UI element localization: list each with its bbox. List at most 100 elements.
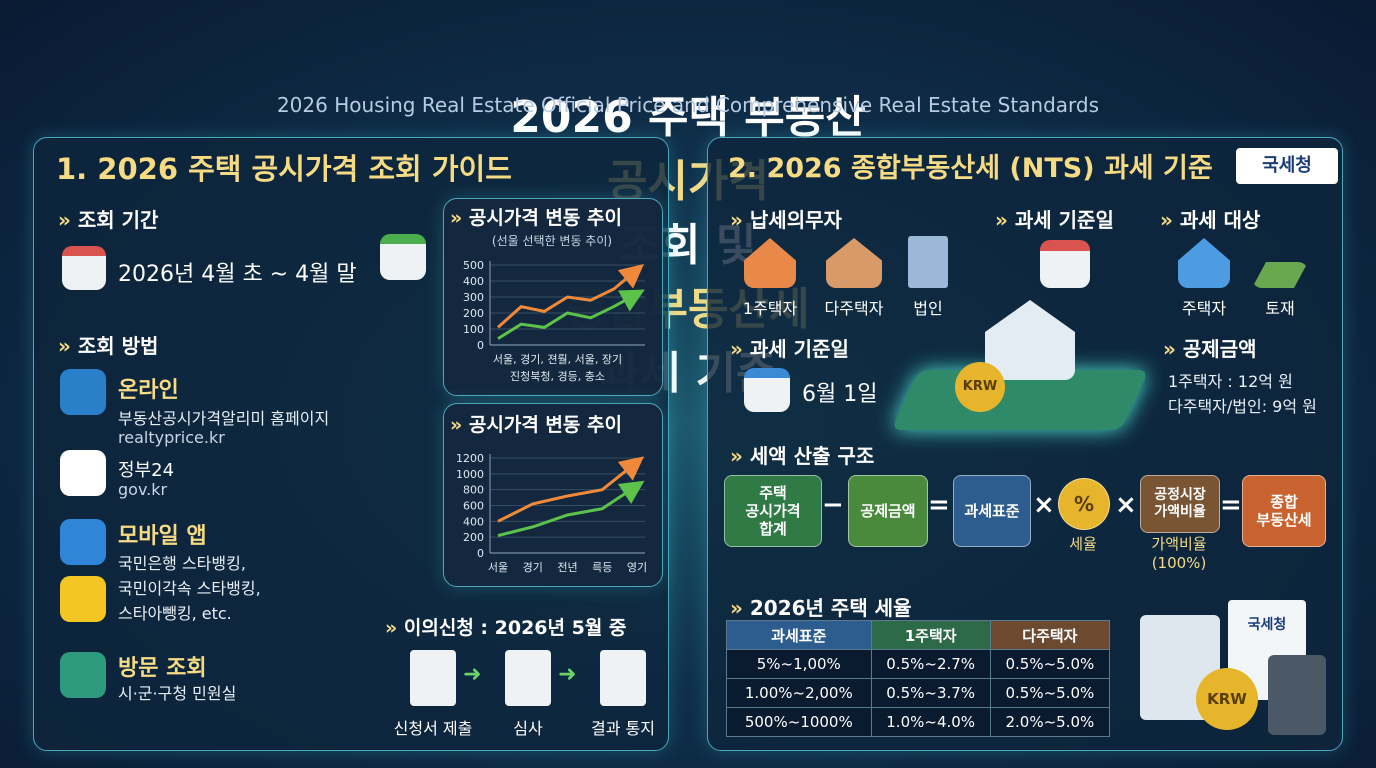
series-line bbox=[496, 264, 644, 329]
header-cell: 1주택자 bbox=[870, 620, 991, 650]
x-label: 진청북청, 경등, 충소 bbox=[510, 370, 605, 383]
cell: 0.5%~2.7% bbox=[870, 649, 991, 679]
right-heading: 2. 2026 종합부동산세 (NTS) 과세 기준 bbox=[728, 153, 1213, 184]
building-icon bbox=[908, 236, 948, 288]
rate-table: 과세표준 1주택자 다주택자 5%~1,00% 0.5%~2.7% 0.5%~5.0… bbox=[726, 620, 1111, 737]
arrow: ➜ bbox=[558, 662, 577, 687]
target-label: 과세 대상 bbox=[1160, 204, 1261, 233]
bank-icon bbox=[60, 576, 106, 622]
x-label: 서울, 경기, 젼뤌, 서울, 장기 bbox=[493, 353, 622, 366]
target: 주택자 bbox=[1181, 299, 1227, 318]
chart-title: » 공시가격 변동 추이 bbox=[450, 414, 622, 436]
chart-subtitle: (선울 선택한 변동 추이) bbox=[491, 234, 613, 248]
deduction-label: 공제금액 bbox=[1163, 333, 1257, 362]
deduction: 1주택자 : 12억 원 bbox=[1168, 372, 1293, 391]
formula-box: 공제금액 bbox=[848, 475, 928, 547]
base-date-label: 과세 기준일 bbox=[730, 333, 849, 362]
house-icon bbox=[60, 652, 106, 698]
operator: = bbox=[1220, 490, 1242, 520]
formula-box: 주택 공시가격 합계 bbox=[724, 475, 822, 547]
rates-label: 2026년 주택 세율 bbox=[730, 592, 912, 621]
formula-box: 종합 부동산세 bbox=[1242, 475, 1326, 547]
row: 500%~1000% 1.0%~4.0% 2.0%~5.0% bbox=[726, 707, 1111, 737]
y-tick-label: 300 bbox=[463, 291, 484, 304]
method-line: realtyprice.kr bbox=[118, 428, 225, 447]
y-tick-label: 600 bbox=[463, 500, 484, 513]
cell: 2.0%~5.0% bbox=[989, 707, 1111, 737]
taxpayer: 법인 bbox=[913, 299, 943, 318]
cell: 0.5%~5.0% bbox=[989, 649, 1111, 679]
calendar-icon bbox=[62, 246, 106, 290]
globe-icon bbox=[60, 369, 106, 415]
series-line bbox=[497, 289, 645, 340]
formula-box: 공정시장 가액비율 bbox=[1140, 475, 1220, 533]
cell: 0.5%~3.7% bbox=[870, 678, 991, 708]
method-title: 온라인 bbox=[118, 378, 179, 403]
operator: = bbox=[928, 490, 950, 520]
doc-icon bbox=[410, 650, 456, 706]
x-tick-label: 영기 bbox=[627, 561, 647, 574]
gov24-icon bbox=[60, 450, 106, 496]
calculator bbox=[1268, 655, 1326, 735]
appeal-label: » 이의신청 : 2026년 5월 중 bbox=[385, 617, 627, 639]
formula-box: % bbox=[1058, 478, 1110, 530]
method-line: 부동산공시가격알리미 홈페이지 bbox=[118, 409, 330, 428]
y-tick-label: 800 bbox=[463, 484, 484, 497]
operator: − bbox=[822, 490, 844, 520]
method-line: gov.kr bbox=[118, 480, 168, 499]
y-tick-label: 1000 bbox=[456, 468, 484, 481]
x-tick-label: 전년 bbox=[557, 561, 577, 574]
period-label: 조회 기간 bbox=[58, 204, 159, 233]
taxpayer: 1주택자 bbox=[742, 299, 798, 318]
base-date: 6월 1일 bbox=[802, 382, 878, 407]
formula-label: 세액 산출 구조 bbox=[730, 440, 874, 469]
method-title: 정부24 bbox=[118, 460, 175, 481]
row: 5%~1,00% 0.5%~2.7% 0.5%~5.0% bbox=[726, 649, 1111, 679]
taxpayer: 다주택자 bbox=[824, 299, 884, 318]
y-tick-label: 100 bbox=[463, 323, 484, 336]
header-cell: 과세표준 bbox=[726, 620, 872, 650]
method-line: 스타아뺑킹, etc. bbox=[118, 604, 232, 623]
result-icon bbox=[600, 650, 646, 706]
operator: × bbox=[1115, 490, 1137, 520]
taxpayer-label: 납세의무자 bbox=[730, 204, 842, 233]
cell: 1.00%~2,00% bbox=[726, 678, 872, 708]
left-heading: 1. 2026 주택 공시가격 조회 가이드 bbox=[56, 152, 512, 186]
row: 1.00%~2,00% 0.5%~3.7% 0.5%~5.0% bbox=[726, 678, 1111, 708]
step: 결과 통지 bbox=[591, 719, 655, 738]
subtitle: 2026 Housing Real Estate Official Price … bbox=[276, 93, 1100, 117]
title-part: 2026 주택 부동산 bbox=[510, 92, 866, 143]
target: 토재 bbox=[1265, 299, 1295, 318]
method-label: 조회 방법 bbox=[58, 330, 159, 359]
review-icon bbox=[505, 650, 551, 706]
cell: 500%~1000% bbox=[726, 707, 872, 737]
header-cell: 다주택자 bbox=[989, 620, 1111, 650]
chart-title: » 공시가격 변동 추이 bbox=[450, 207, 622, 229]
method-line: 국민이각속 스타뱅킹, bbox=[118, 579, 261, 598]
method-title: 방문 조회 bbox=[118, 656, 207, 681]
y-tick-label: 400 bbox=[463, 275, 484, 288]
calendar-icon bbox=[1040, 240, 1090, 288]
y-tick-label: 1200 bbox=[456, 452, 484, 465]
arrow: ➜ bbox=[463, 662, 482, 687]
method-line: 국민은행 스타뱅킹, bbox=[118, 554, 246, 573]
chart-title-text: 공시가격 변동 추이 bbox=[468, 414, 622, 436]
y-tick-label: 400 bbox=[463, 515, 484, 528]
deduction: 다주택자/법인: 9억 원 bbox=[1168, 397, 1317, 416]
x-tick-label: 서울 bbox=[488, 561, 508, 574]
y-tick-label: 0 bbox=[477, 547, 484, 560]
cell: 0.5%~5.0% bbox=[989, 678, 1111, 708]
calendar-icon bbox=[744, 368, 790, 412]
step: 심사 bbox=[513, 719, 543, 738]
phone-icon bbox=[60, 519, 106, 565]
chart-title-text: 공시가격 변동 추이 bbox=[468, 207, 622, 229]
y-tick-label: 200 bbox=[463, 531, 484, 544]
nts-badge: 국세청 bbox=[1236, 148, 1338, 184]
formula-caption: 가액비율 (100%) bbox=[1151, 535, 1207, 572]
method-line: 시·군·구청 민원실 bbox=[118, 684, 237, 703]
calendar-icon bbox=[380, 234, 426, 280]
series-line bbox=[497, 480, 645, 538]
appeal-text: 이의신청 : 2026년 5월 중 bbox=[403, 617, 627, 639]
